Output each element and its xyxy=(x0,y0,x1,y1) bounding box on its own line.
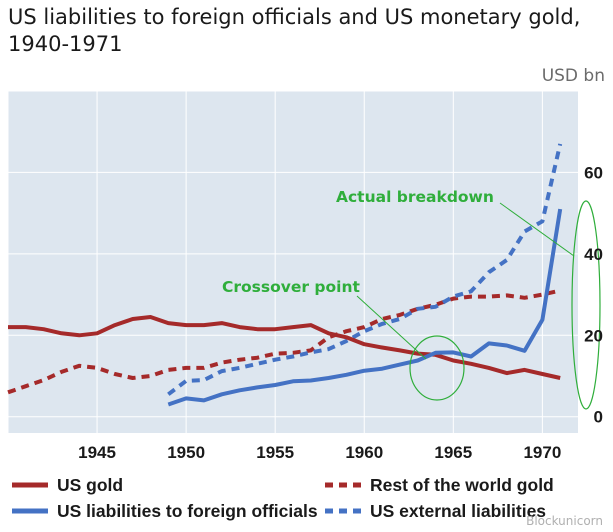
crossover-ellipse xyxy=(409,335,465,401)
series-line-us-gold xyxy=(8,315,561,380)
grid-lines xyxy=(7,90,578,433)
breakdown-ellipse xyxy=(571,200,601,410)
series-lines xyxy=(7,143,563,407)
y-tick-label-20: 20 xyxy=(584,326,603,345)
unit-label: USD bn xyxy=(541,66,605,86)
chart-title: US liabilities to foreign officials and … xyxy=(8,5,581,56)
y-tick-label-0: 0 xyxy=(594,408,603,427)
legend-label-us-gold: US gold xyxy=(57,475,123,495)
x-tick-label-1945: 1945 xyxy=(78,443,116,462)
x-tick-label-1960: 1960 xyxy=(345,443,383,462)
x-tick-label-1965: 1965 xyxy=(434,443,472,462)
x-tick-label-1970: 1970 xyxy=(523,443,561,462)
y-tick-label-40: 40 xyxy=(584,245,603,264)
breakdown-label: Actual breakdown xyxy=(336,188,494,206)
legend-label-us-external-liabilities: US external liabilities xyxy=(370,501,546,521)
annotations: Crossover point Actual breakdown xyxy=(222,188,601,410)
breakdown-pointer xyxy=(499,202,575,257)
watermark: Blockunicorn xyxy=(526,514,603,528)
plot-background xyxy=(8,91,578,433)
series-line-rest-of-the-world-gold xyxy=(7,288,561,395)
crossover-label: Crossover point xyxy=(222,278,361,296)
legend-label-rest-of-world-gold: Rest of the world gold xyxy=(370,475,554,495)
y-tick-label-60: 60 xyxy=(584,163,603,182)
legend-label-us-liabilities-officials: US liabilities to foreign officials xyxy=(57,501,318,521)
series-line-us-external-liabilities xyxy=(167,143,563,396)
crossover-pointer xyxy=(356,295,427,360)
x-tick-label-1955: 1955 xyxy=(256,443,294,462)
series-line-us-liabilities-to-foreign-officials xyxy=(167,208,563,407)
legend: US gold Rest of the world gold US liabil… xyxy=(12,475,554,521)
axis-ticks: 1945 1950 1955 1960 1965 1970 0 20 40 60 xyxy=(78,163,603,462)
x-tick-label-1950: 1950 xyxy=(167,443,205,462)
